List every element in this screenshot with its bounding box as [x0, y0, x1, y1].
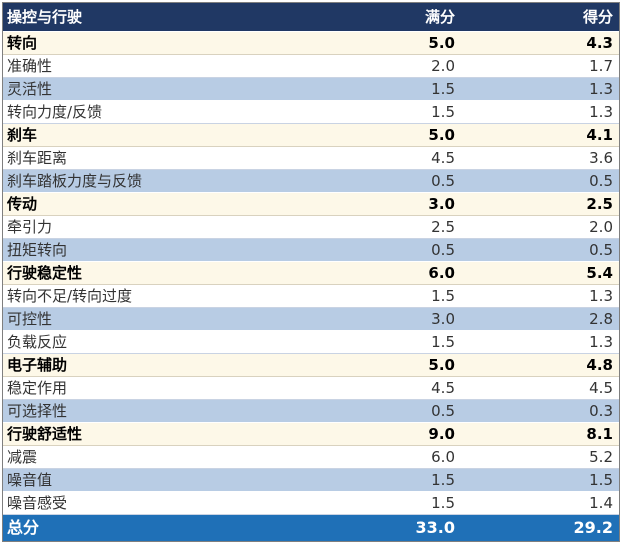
item-row-label: 准确性 — [3, 54, 359, 78]
item-row: 转向不足/转向过度 1.5 1.3 — [3, 284, 619, 308]
item-row-score: 1.3 — [461, 330, 619, 354]
item-row: 负载反应 1.5 1.3 — [3, 330, 619, 354]
category-row-max: 6.0 — [359, 261, 461, 285]
item-row-label: 转向不足/转向过度 — [3, 284, 359, 308]
category-row-score: 5.4 — [461, 261, 619, 285]
item-row: 噪音值 1.5 1.5 — [3, 468, 619, 492]
category-row-score: 8.1 — [461, 422, 619, 446]
item-row-label: 灵活性 — [3, 77, 359, 101]
total-max: 33.0 — [359, 514, 461, 541]
item-row: 转向力度/反馈 1.5 1.3 — [3, 100, 619, 124]
item-row-max: 0.5 — [359, 238, 461, 262]
item-row-score: 1.5 — [461, 468, 619, 492]
category-row-max: 5.0 — [359, 353, 461, 377]
item-row-max: 0.5 — [359, 169, 461, 193]
item-row: 可选择性 0.5 0.3 — [3, 399, 619, 423]
item-row-label: 稳定作用 — [3, 376, 359, 400]
item-row: 灵活性 1.5 1.3 — [3, 77, 619, 101]
item-row-label: 噪音感受 — [3, 491, 359, 515]
item-row-score: 4.5 — [461, 376, 619, 400]
category-row-score: 4.3 — [461, 31, 619, 55]
item-row-max: 2.5 — [359, 215, 461, 239]
category-row-label: 电子辅助 — [3, 353, 359, 377]
category-row-label: 传动 — [3, 192, 359, 216]
category-row: 行驶稳定性 6.0 5.4 — [3, 261, 619, 285]
category-row-max: 5.0 — [359, 31, 461, 55]
item-row: 扭矩转向 0.5 0.5 — [3, 238, 619, 262]
category-row: 电子辅助 5.0 4.8 — [3, 353, 619, 377]
item-row-max: 2.0 — [359, 54, 461, 78]
item-row: 稳定作用 4.5 4.5 — [3, 376, 619, 400]
item-row: 噪音感受 1.5 1.4 — [3, 491, 619, 515]
item-row-max: 1.5 — [359, 491, 461, 515]
item-row-max: 1.5 — [359, 77, 461, 101]
item-row-score: 5.2 — [461, 445, 619, 469]
category-row-label: 行驶稳定性 — [3, 261, 359, 285]
item-row-label: 可选择性 — [3, 399, 359, 423]
category-row-label: 行驶舒适性 — [3, 422, 359, 446]
item-row-score: 3.6 — [461, 146, 619, 170]
total-score: 29.2 — [461, 514, 619, 541]
category-row-score: 4.8 — [461, 353, 619, 377]
category-row-max: 5.0 — [359, 123, 461, 147]
item-row: 减震 6.0 5.2 — [3, 445, 619, 469]
category-row-max: 9.0 — [359, 422, 461, 446]
item-row-label: 牵引力 — [3, 215, 359, 239]
item-row-score: 1.3 — [461, 100, 619, 124]
item-row-score: 0.5 — [461, 238, 619, 262]
category-row-label: 转向 — [3, 31, 359, 55]
category-row: 转向 5.0 4.3 — [3, 31, 619, 55]
item-row-max: 1.5 — [359, 468, 461, 492]
item-row-score: 1.3 — [461, 284, 619, 308]
item-row-max: 0.5 — [359, 399, 461, 423]
item-row-score: 2.8 — [461, 307, 619, 331]
item-row-label: 扭矩转向 — [3, 238, 359, 262]
category-row-max: 3.0 — [359, 192, 461, 216]
item-row: 刹车踏板力度与反馈 0.5 0.5 — [3, 169, 619, 193]
total-row: 总分 33.0 29.2 — [3, 514, 619, 541]
item-row-max: 1.5 — [359, 100, 461, 124]
item-row: 准确性 2.0 1.7 — [3, 54, 619, 78]
item-row: 可控性 3.0 2.8 — [3, 307, 619, 331]
item-row: 刹车距离 4.5 3.6 — [3, 146, 619, 170]
item-row-score: 2.0 — [461, 215, 619, 239]
item-row-max: 4.5 — [359, 146, 461, 170]
item-row-max: 1.5 — [359, 284, 461, 308]
item-row: 牵引力 2.5 2.0 — [3, 215, 619, 239]
item-row-label: 减震 — [3, 445, 359, 469]
item-row-max: 1.5 — [359, 330, 461, 354]
table-header-row: 操控与行驶 满分 得分 — [3, 3, 619, 32]
category-row-score: 4.1 — [461, 123, 619, 147]
item-row-max: 6.0 — [359, 445, 461, 469]
item-row-label: 刹车踏板力度与反馈 — [3, 169, 359, 193]
table-body: 转向 5.0 4.3 准确性 2.0 1.7 灵活性 1.5 1.3 转向力度/反馈 1.5 1.3 刹… — [3, 31, 619, 515]
item-row-max: 3.0 — [359, 307, 461, 331]
item-row-label: 负载反应 — [3, 330, 359, 354]
category-row: 刹车 5.0 4.1 — [3, 123, 619, 147]
handling-score-table: 操控与行驶 满分 得分 转向 5.0 4.3 准确性 2.0 1.7 灵活性 1.5 1.3 转向… — [3, 3, 619, 541]
category-row: 传动 3.0 2.5 — [3, 192, 619, 216]
item-row-score: 1.4 — [461, 491, 619, 515]
item-row-label: 刹车距离 — [3, 146, 359, 170]
item-row-score: 0.3 — [461, 399, 619, 423]
header-category: 操控与行驶 — [3, 3, 359, 32]
item-row-score: 1.7 — [461, 54, 619, 78]
header-score: 得分 — [461, 3, 619, 32]
item-row-score: 0.5 — [461, 169, 619, 193]
category-row-label: 刹车 — [3, 123, 359, 147]
category-row-score: 2.5 — [461, 192, 619, 216]
header-max-score: 满分 — [359, 3, 461, 32]
category-row: 行驶舒适性 9.0 8.1 — [3, 422, 619, 446]
item-row-label: 可控性 — [3, 307, 359, 331]
item-row-label: 转向力度/反馈 — [3, 100, 359, 124]
total-label: 总分 — [3, 514, 359, 541]
item-row-score: 1.3 — [461, 77, 619, 101]
item-row-max: 4.5 — [359, 376, 461, 400]
score-table-container: 操控与行驶 满分 得分 转向 5.0 4.3 准确性 2.0 1.7 灵活性 1.5 1.3 转向… — [2, 2, 620, 542]
item-row-label: 噪音值 — [3, 468, 359, 492]
